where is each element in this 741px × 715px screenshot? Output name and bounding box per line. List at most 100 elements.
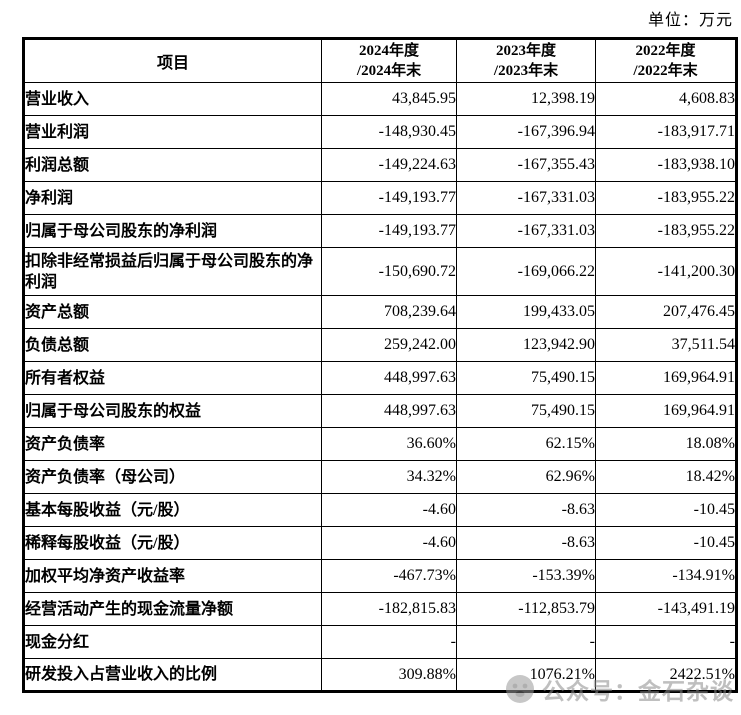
cell-2024: -467.73% bbox=[321, 559, 457, 593]
cell-2024: 36.60% bbox=[321, 427, 457, 461]
cell-2022: -183,938.10 bbox=[595, 148, 737, 182]
cell-2022: 18.42% bbox=[595, 460, 737, 494]
cell-2022: 4,608.83 bbox=[595, 82, 737, 116]
cell-2022: -183,955.22 bbox=[595, 181, 737, 215]
financial-summary-table: 项目 2024年度 /2024年末 2023年度 /2023年末 2022年度 … bbox=[22, 37, 738, 693]
cell-2024: -4.60 bbox=[321, 526, 457, 560]
cell-2024: 448,997.63 bbox=[321, 394, 457, 428]
cell-2023: 199,433.05 bbox=[456, 295, 596, 329]
table-row: 基本每股收益（元/股） -4.60 -8.63 -10.45 bbox=[23, 493, 737, 527]
row-label: 加权平均净资产收益率 bbox=[23, 559, 322, 593]
row-label: 利润总额 bbox=[23, 148, 322, 182]
table-row: 归属于母公司股东的净利润 -149,193.77 -167,331.03 -18… bbox=[23, 214, 737, 248]
cell-2023: - bbox=[456, 625, 596, 659]
row-label: 负债总额 bbox=[23, 328, 322, 362]
table-row: 负债总额 259,242.00 123,942.90 37,511.54 bbox=[23, 328, 737, 362]
cell-2023: 1076.21% bbox=[456, 658, 596, 692]
table-row: 资产负债率 36.60% 62.15% 18.08% bbox=[23, 427, 737, 461]
cell-2023: -153.39% bbox=[456, 559, 596, 593]
table-row: 稀释每股收益（元/股） -4.60 -8.63 -10.45 bbox=[23, 526, 737, 560]
cell-2024: 708,239.64 bbox=[321, 295, 457, 329]
table-body: 营业收入 43,845.95 12,398.19 4,608.83 营业利润 -… bbox=[23, 82, 737, 692]
cell-2023: -169,066.22 bbox=[456, 247, 596, 296]
header-2023-line1: 2023年度 bbox=[495, 43, 556, 59]
cell-2024: -148,930.45 bbox=[321, 115, 457, 149]
table-row: 经营活动产生的现金流量净额 -182,815.83 -112,853.79 -1… bbox=[23, 592, 737, 626]
row-label: 现金分红 bbox=[23, 625, 322, 659]
table-row: 资产总额 708,239.64 199,433.05 207,476.45 bbox=[23, 295, 737, 329]
row-label: 净利润 bbox=[23, 181, 322, 215]
table-row: 营业收入 43,845.95 12,398.19 4,608.83 bbox=[23, 82, 737, 116]
row-label: 资产总额 bbox=[23, 295, 322, 329]
cell-2024: 448,997.63 bbox=[321, 361, 457, 395]
table-row: 利润总额 -149,224.63 -167,355.43 -183,938.10 bbox=[23, 148, 737, 182]
table-head: 项目 2024年度 /2024年末 2023年度 /2023年末 2022年度 … bbox=[23, 38, 737, 83]
cell-2022: 169,964.91 bbox=[595, 361, 737, 395]
row-label: 资产负债率（母公司） bbox=[23, 460, 322, 494]
row-label: 基本每股收益（元/股） bbox=[23, 493, 322, 527]
table-row: 扣除非经常损益后归属于母公司股东的净利润 -150,690.72 -169,06… bbox=[23, 247, 737, 296]
cell-2024: 34.32% bbox=[321, 460, 457, 494]
cell-2024: 309.88% bbox=[321, 658, 457, 692]
header-item-label: 项目 bbox=[156, 55, 189, 72]
row-label: 研发投入占营业收入的比例 bbox=[23, 658, 322, 692]
header-2024: 2024年度 /2024年末 bbox=[321, 38, 457, 83]
cell-2024: -149,193.77 bbox=[321, 214, 457, 248]
header-2022: 2022年度 /2022年末 bbox=[595, 38, 737, 83]
cell-2023: -167,355.43 bbox=[456, 148, 596, 182]
cell-2024: 259,242.00 bbox=[321, 328, 457, 362]
table-row: 现金分红 - - - bbox=[23, 625, 737, 659]
table-row: 资产负债率（母公司） 34.32% 62.96% 18.42% bbox=[23, 460, 737, 494]
cell-2024: -4.60 bbox=[321, 493, 457, 527]
cell-2022: -10.45 bbox=[595, 493, 737, 527]
cell-2022: 18.08% bbox=[595, 427, 737, 461]
row-label: 经营活动产生的现金流量净额 bbox=[23, 592, 322, 626]
cell-2024: 43,845.95 bbox=[321, 82, 457, 116]
cell-2023: 123,942.90 bbox=[456, 328, 596, 362]
row-label: 稀释每股收益（元/股） bbox=[23, 526, 322, 560]
row-label: 资产负债率 bbox=[23, 427, 322, 461]
row-label: 归属于母公司股东的权益 bbox=[23, 394, 322, 428]
cell-2023: 62.96% bbox=[456, 460, 596, 494]
cell-2024: -149,224.63 bbox=[321, 148, 457, 182]
cell-2022: - bbox=[595, 625, 737, 659]
cell-2023: -167,396.94 bbox=[456, 115, 596, 149]
cell-2022: -143,491.19 bbox=[595, 592, 737, 626]
cell-2022: -10.45 bbox=[595, 526, 737, 560]
cell-2023: -167,331.03 bbox=[456, 181, 596, 215]
cell-2023: 75,490.15 bbox=[456, 394, 596, 428]
cell-2024: -149,193.77 bbox=[321, 181, 457, 215]
cell-2022: 37,511.54 bbox=[595, 328, 737, 362]
header-2022-line1: 2022年度 bbox=[635, 43, 696, 59]
table-row: 营业利润 -148,930.45 -167,396.94 -183,917.71 bbox=[23, 115, 737, 149]
row-label: 归属于母公司股东的净利润 bbox=[23, 214, 322, 248]
table-row: 加权平均净资产收益率 -467.73% -153.39% -134.91% bbox=[23, 559, 737, 593]
cell-2022: -141,200.30 bbox=[595, 247, 737, 296]
cell-2022: 2422.51% bbox=[595, 658, 737, 692]
cell-2024: -150,690.72 bbox=[321, 247, 457, 296]
row-label: 营业利润 bbox=[23, 115, 322, 149]
cell-2024: - bbox=[321, 625, 457, 659]
row-label: 扣除非经常损益后归属于母公司股东的净利润 bbox=[23, 247, 322, 296]
row-label: 所有者权益 bbox=[23, 361, 322, 395]
unit-label: 单位：万元 bbox=[647, 12, 733, 29]
cell-2023: 75,490.15 bbox=[456, 361, 596, 395]
table-row: 所有者权益 448,997.63 75,490.15 169,964.91 bbox=[23, 361, 737, 395]
cell-2022: 207,476.45 bbox=[595, 295, 737, 329]
header-2024-line2: /2024年末 bbox=[356, 63, 422, 79]
cell-2023: -8.63 bbox=[456, 493, 596, 527]
row-label: 营业收入 bbox=[23, 82, 322, 116]
cell-2023: -112,853.79 bbox=[456, 592, 596, 626]
table-row: 研发投入占营业收入的比例 309.88% 1076.21% 2422.51% bbox=[23, 658, 737, 692]
cell-2022: -134.91% bbox=[595, 559, 737, 593]
header-2023-line2: /2023年末 bbox=[493, 63, 559, 79]
table-row: 净利润 -149,193.77 -167,331.03 -183,955.22 bbox=[23, 181, 737, 215]
header-2022-line2: /2022年末 bbox=[633, 63, 698, 79]
cell-2022: -183,955.22 bbox=[595, 214, 737, 248]
cell-2024: -182,815.83 bbox=[321, 592, 457, 626]
table-row: 归属于母公司股东的权益 448,997.63 75,490.15 169,964… bbox=[23, 394, 737, 428]
cell-2023: -167,331.03 bbox=[456, 214, 596, 248]
header-2024-line1: 2024年度 bbox=[358, 43, 419, 59]
header-2023: 2023年度 /2023年末 bbox=[456, 38, 596, 83]
